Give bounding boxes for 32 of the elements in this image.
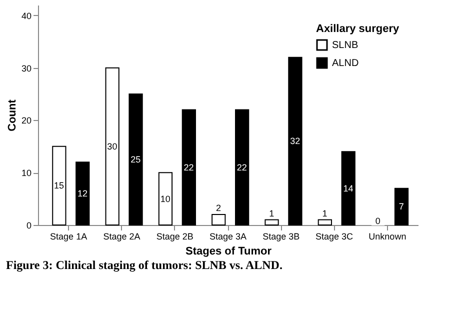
x-tick-label: Stage 2A: [103, 232, 140, 242]
caption: Figure 3: Clinical staging of tumors: SLNB vs. ALND.: [6, 258, 282, 272]
data-label: 1: [269, 208, 274, 218]
x-tick-label: Stage 3C: [316, 232, 354, 242]
y-tick-label: 0: [26, 220, 32, 230]
data-label: 2: [216, 203, 221, 214]
legend-label: ALND: [332, 58, 359, 69]
x-tick-label: Unknown: [368, 232, 406, 242]
x-axis-title: Stages of Tumor: [186, 246, 272, 258]
y-tick-label: 30: [21, 63, 32, 74]
data-label: 22: [236, 162, 247, 172]
data-label: 12: [77, 188, 88, 199]
legend-label: SLNB: [332, 40, 358, 51]
y-tick-label: 10: [21, 168, 32, 178]
data-label: 30: [107, 141, 118, 152]
data-label: 0: [375, 216, 380, 226]
x-tick-label: Stage 3A: [209, 232, 247, 242]
x-tick-label: Stage 3B: [262, 232, 300, 242]
y-tick-label: 40: [21, 10, 32, 21]
data-label: 15: [54, 180, 64, 191]
x-tick-label: Stage 1A: [50, 232, 88, 242]
data-label: 25: [130, 154, 141, 165]
y-tick-label: 20: [21, 116, 32, 126]
data-label: 7: [398, 202, 404, 212]
data-label: 32: [290, 136, 300, 146]
data-label: 1: [322, 208, 328, 218]
x-tick-label: Stage 2B: [156, 232, 194, 242]
data-label: 14: [343, 183, 354, 194]
data-label: 22: [184, 162, 194, 172]
y-axis-title: Count: [6, 99, 18, 132]
data-label: 10: [160, 194, 170, 204]
legend-title: Axillary surgery: [316, 23, 400, 35]
